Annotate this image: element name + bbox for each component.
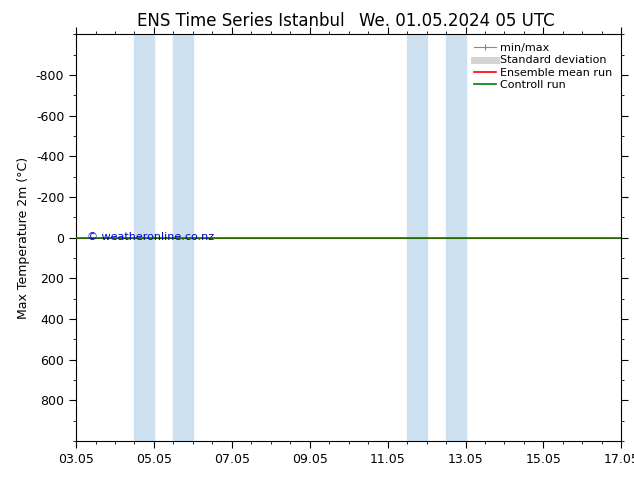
Text: We. 01.05.2024 05 UTC: We. 01.05.2024 05 UTC: [359, 12, 554, 30]
Bar: [174, 34, 193, 441]
Text: © weatheronline.co.nz: © weatheronline.co.nz: [87, 232, 214, 242]
Legend: min/max, Standard deviation, Ensemble mean run, Controll run: min/max, Standard deviation, Ensemble me…: [470, 40, 616, 93]
Bar: [134, 34, 154, 441]
Bar: [407, 34, 427, 441]
Text: ENS Time Series Istanbul: ENS Time Series Istanbul: [137, 12, 345, 30]
Y-axis label: Max Temperature 2m (°C): Max Temperature 2m (°C): [17, 157, 30, 318]
Bar: [446, 34, 465, 441]
